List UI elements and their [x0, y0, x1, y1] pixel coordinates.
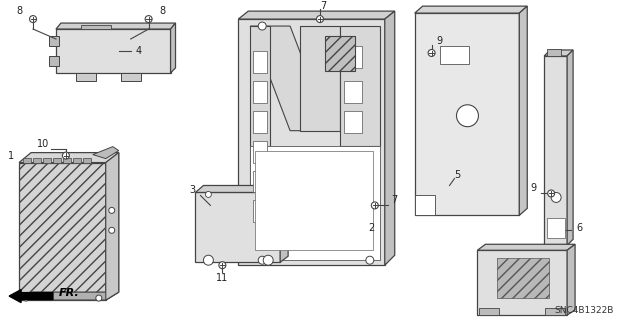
Circle shape — [548, 190, 555, 197]
Text: 9: 9 — [436, 36, 443, 46]
Circle shape — [145, 16, 152, 23]
Polygon shape — [415, 13, 519, 215]
Bar — [440, 46, 470, 64]
Circle shape — [109, 207, 115, 213]
Polygon shape — [544, 50, 573, 56]
Polygon shape — [280, 185, 288, 262]
Polygon shape — [477, 244, 575, 250]
Text: 11: 11 — [216, 273, 228, 283]
Polygon shape — [238, 11, 395, 19]
Bar — [547, 219, 565, 238]
Circle shape — [263, 255, 273, 265]
Text: 8: 8 — [159, 6, 166, 16]
Polygon shape — [479, 308, 499, 315]
Bar — [73, 158, 81, 163]
Bar — [497, 258, 549, 298]
Circle shape — [205, 191, 211, 197]
Text: 1: 1 — [8, 151, 14, 160]
Text: 2: 2 — [369, 223, 375, 233]
Text: 7: 7 — [320, 1, 326, 11]
Polygon shape — [170, 23, 175, 73]
Polygon shape — [49, 56, 59, 66]
Polygon shape — [567, 244, 575, 315]
Polygon shape — [106, 152, 119, 300]
Bar — [253, 141, 267, 163]
Text: FR.: FR. — [58, 288, 79, 298]
Circle shape — [23, 295, 29, 301]
Polygon shape — [93, 147, 119, 159]
Polygon shape — [250, 26, 330, 131]
Circle shape — [551, 192, 561, 203]
Circle shape — [258, 22, 266, 30]
Polygon shape — [415, 196, 435, 215]
Polygon shape — [519, 6, 527, 215]
Bar — [53, 158, 61, 163]
Polygon shape — [340, 26, 380, 146]
Polygon shape — [195, 185, 288, 192]
Polygon shape — [544, 56, 567, 245]
Circle shape — [63, 152, 69, 159]
Text: 5: 5 — [454, 169, 461, 180]
Bar — [83, 158, 91, 163]
FancyArrow shape — [9, 290, 53, 302]
Polygon shape — [19, 163, 106, 300]
Circle shape — [29, 16, 36, 23]
Bar — [255, 151, 373, 250]
Bar — [253, 51, 267, 73]
Polygon shape — [415, 6, 527, 13]
Circle shape — [96, 295, 102, 301]
Bar — [23, 158, 31, 163]
Bar — [253, 171, 267, 192]
Text: 9: 9 — [530, 183, 536, 193]
Polygon shape — [121, 73, 141, 81]
Text: 7: 7 — [392, 196, 398, 205]
Circle shape — [109, 227, 115, 233]
Polygon shape — [567, 50, 573, 245]
Text: 4: 4 — [136, 46, 141, 56]
Polygon shape — [56, 29, 170, 73]
Bar — [43, 158, 51, 163]
Circle shape — [366, 256, 374, 264]
Polygon shape — [238, 19, 385, 265]
Polygon shape — [49, 36, 59, 46]
Polygon shape — [325, 36, 355, 71]
Bar — [344, 46, 362, 68]
Circle shape — [204, 255, 213, 265]
Bar — [33, 158, 41, 163]
Polygon shape — [545, 308, 565, 315]
Polygon shape — [56, 23, 175, 29]
Circle shape — [258, 256, 266, 264]
Text: 6: 6 — [576, 223, 582, 233]
Polygon shape — [195, 192, 280, 262]
Bar — [63, 158, 71, 163]
Polygon shape — [300, 26, 340, 131]
Polygon shape — [385, 11, 395, 265]
Text: 8: 8 — [16, 6, 22, 16]
Bar — [253, 111, 267, 133]
Circle shape — [456, 105, 479, 127]
Polygon shape — [547, 49, 561, 56]
Circle shape — [371, 202, 378, 209]
Text: SNC4B1322B: SNC4B1322B — [555, 306, 614, 315]
Circle shape — [219, 262, 226, 269]
Polygon shape — [477, 250, 567, 315]
Polygon shape — [250, 26, 270, 260]
Polygon shape — [81, 25, 111, 29]
Bar — [344, 81, 362, 103]
Bar — [344, 111, 362, 133]
Text: 3: 3 — [189, 185, 196, 196]
Polygon shape — [76, 73, 96, 81]
Text: 10: 10 — [37, 139, 49, 149]
Bar — [253, 81, 267, 103]
Polygon shape — [19, 292, 119, 300]
Bar — [253, 200, 267, 222]
Polygon shape — [106, 152, 119, 300]
Polygon shape — [250, 146, 380, 260]
Circle shape — [317, 16, 323, 23]
Circle shape — [428, 49, 435, 56]
Polygon shape — [19, 152, 119, 163]
